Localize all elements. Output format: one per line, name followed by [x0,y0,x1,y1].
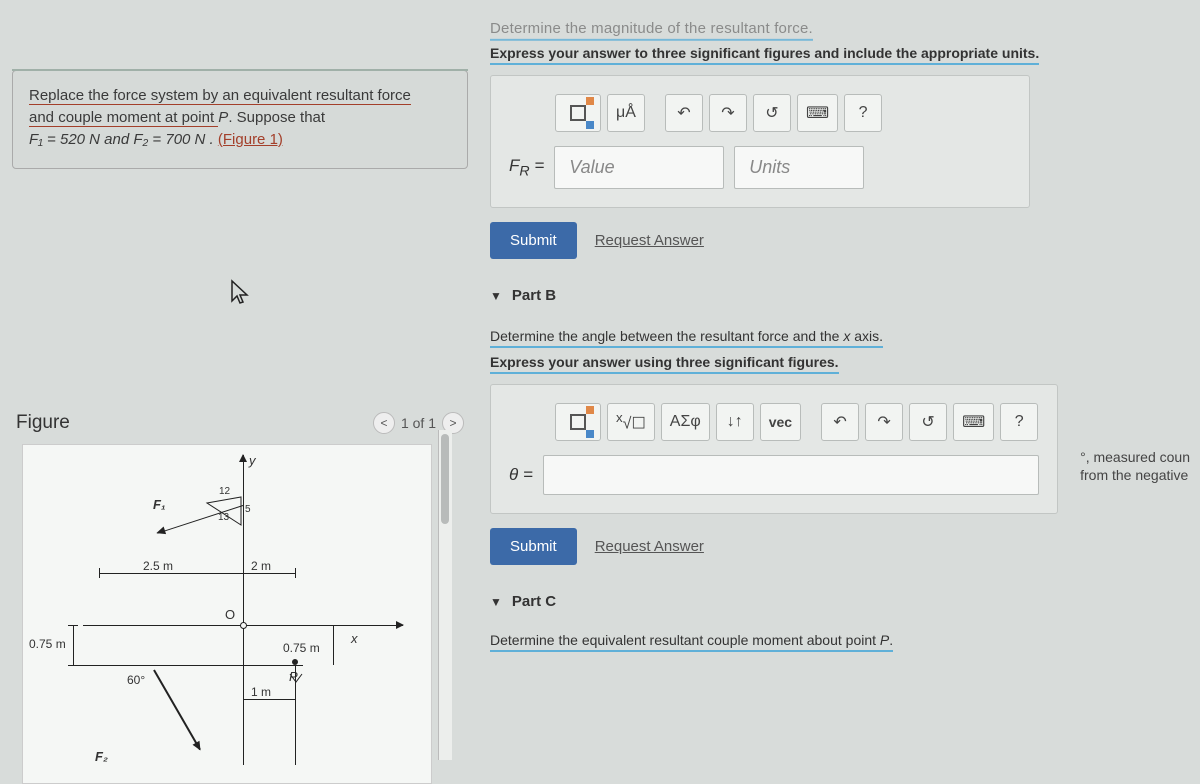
tri-5: 5 [245,505,251,515]
problem-line1: Replace the force system by an equivalen… [29,87,411,105]
keyboard-button-b[interactable]: ⌨ [953,403,994,441]
part-b-request-answer[interactable]: Request Answer [595,538,704,555]
greek-button[interactable]: ΑΣφ [661,403,710,441]
part-c-instruction: Determine the equivalent resultant coupl… [490,632,1190,652]
f2-label: F₂ [95,749,108,764]
undo-icon: ↶ [677,103,690,123]
reset-icon: ↺ [765,103,778,123]
figure-diagram: y x O F₁ 12 5 13 2.5 m 2 m [22,444,432,784]
figure-counter: 1 of 1 [401,415,436,431]
collapse-icon: ▼ [490,595,502,609]
figure-link[interactable]: (Figure 1) [218,131,283,148]
keyboard-icon: ⌨ [962,412,985,432]
problem-line2a: and couple moment at point [29,109,218,127]
undo-button-b[interactable]: ↶ [821,403,859,441]
part-b-units-note: °, measured coun from the negative [1080,448,1190,484]
part-a-cutoff: Determine the magnitude of the resultant… [490,0,1190,45]
templates-button-b[interactable] [555,403,601,441]
sqrt-button[interactable]: x√☐ [607,403,655,441]
tri-12: 12 [219,487,230,497]
part-c-header[interactable]: ▼ Part C [490,593,1190,610]
dim-075a: 0.75 m [29,637,66,651]
axis-y-label: y [249,453,256,468]
angle-60: 60° [127,673,145,687]
help-button-b[interactable]: ? [1000,403,1038,441]
problem-line2b: . Suppose that [228,109,325,126]
sqrt-icon: x√☐ [616,410,646,433]
units-input[interactable]: Units [734,146,864,189]
reset-button[interactable]: ↺ [753,94,791,132]
f1-label: F₁ [153,497,166,512]
problem-line3: F₁ = 520 N and F₂ = 700 N . [29,131,218,148]
fr-prefix: FR = [509,156,544,179]
help-icon: ? [859,104,868,122]
dim-2.5m: 2.5 m [143,559,173,573]
part-b-instr2: Express your answer using three signific… [490,354,1190,374]
keyboard-icon: ⌨ [806,103,829,123]
var-p: P [218,109,228,126]
part-b-answer-box: x√☐ ΑΣφ ↓↑ vec ↶ ↷ ↺ ⌨ ? θ = [490,384,1058,514]
part-a-request-answer[interactable]: Request Answer [595,232,704,249]
help-button[interactable]: ? [844,94,882,132]
tri-13: 13 [218,513,229,523]
dim-1m: 1 m [251,685,271,699]
part-a-submit-button[interactable]: Submit [490,222,577,259]
dim-075b: 0.75 m [283,641,320,655]
part-a-answer-box: μÅ ↶ ↷ ↺ ⌨ ? FR = Value Units [490,75,1030,208]
redo-button-b[interactable]: ↷ [865,403,903,441]
origin-dot [240,622,247,629]
value-input[interactable]: Value [554,146,724,189]
problem-statement: Replace the force system by an equivalen… [12,70,468,169]
undo-button[interactable]: ↶ [665,94,703,132]
vec-button[interactable]: vec [760,403,801,441]
undo-icon: ↶ [833,412,846,432]
theta-prefix: θ = [509,465,533,485]
part-b-submit-button[interactable]: Submit [490,528,577,565]
figure-scrollbar[interactable] [438,430,452,760]
templates-button[interactable] [555,94,601,132]
figure-prev-button[interactable]: < [373,412,395,434]
collapse-icon: ▼ [490,289,502,303]
dim-2m: 2 m [251,559,271,573]
reset-icon: ↺ [921,412,934,432]
redo-icon: ↷ [877,412,890,432]
redo-button[interactable]: ↷ [709,94,747,132]
redo-icon: ↷ [721,103,734,123]
part-b-header[interactable]: ▼ Part B [490,287,1190,304]
theta-input[interactable] [543,455,1039,495]
part-b-instr1: Determine the angle between the resultan… [490,328,1190,348]
keyboard-button[interactable]: ⌨ [797,94,838,132]
part-a-instruction: Express your answer to three significant… [490,45,1190,65]
help-icon: ? [1015,413,1024,431]
axis-x-label: x [351,631,358,646]
f2-arrow [153,670,201,751]
arrows-button[interactable]: ↓↑ [716,403,754,441]
origin-O: O [225,607,235,622]
cursor-icon [0,279,480,312]
figure-title: Figure [16,412,70,434]
reset-button-b[interactable]: ↺ [909,403,947,441]
units-format-button[interactable]: μÅ [607,94,645,132]
